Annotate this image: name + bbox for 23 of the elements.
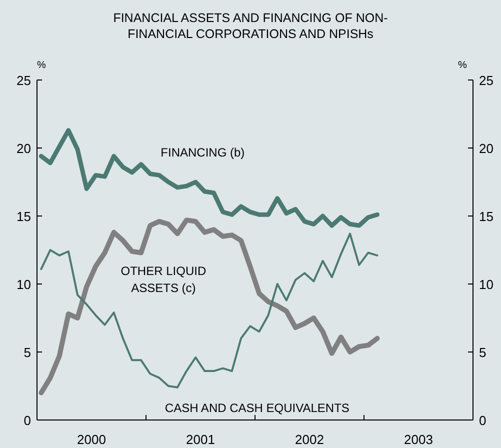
x-tick-label: 2003: [404, 432, 433, 447]
series-label: CASH AND CASH EQUIVALENTS: [164, 401, 350, 416]
y2-tick-label: 0: [479, 413, 486, 428]
x-tick-label: 2002: [295, 432, 324, 447]
y-axis-title: %: [37, 60, 46, 71]
y2-tick-label: 20: [479, 141, 494, 156]
y-tick-label: 5: [24, 345, 31, 360]
line-series: [38, 128, 380, 228]
y-tick-label: 20: [16, 141, 31, 156]
y2-axis-title: %: [458, 60, 467, 71]
chart-title: FINANCIAL ASSETS AND FINANCING OF NON-FINANCIAL CORPORATIONS AND NPISHs: [112, 10, 389, 42]
series-label: OTHER LIQUID ASSETS (c): [120, 264, 206, 295]
y2-tick-label: 10: [479, 277, 494, 292]
x-tick-label: 2000: [77, 432, 106, 447]
y2-tick-label: 15: [479, 209, 494, 224]
y2-tick-label: 5: [479, 345, 486, 360]
y2-tick-label: 25: [479, 73, 494, 88]
y-tick-label: 0: [24, 413, 31, 428]
y-tick-label: 25: [16, 73, 31, 88]
series-label: FINANCING (b): [160, 146, 245, 160]
y-tick-label: 15: [16, 209, 31, 224]
y-tick-label: 10: [16, 277, 31, 292]
x-tick-label: 2001: [186, 432, 215, 447]
